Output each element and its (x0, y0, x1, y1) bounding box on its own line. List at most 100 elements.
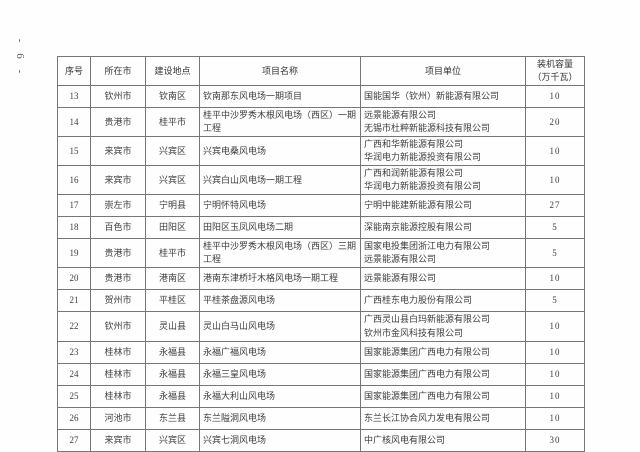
table-row: 26 河池市 东兰县 东兰隘洞风电场 东兰长江协合风力发电有限公司 10 (57, 406, 585, 430)
seq-cell: 25 (57, 384, 91, 408)
capacity-cell: 27 (525, 194, 585, 218)
table-row: 27 来宾市 兴宾区 兴宾七洞风电场 中广核风电有限公司 30 (57, 428, 585, 452)
table-row: 17 崇左市 宁明县 宁明怀特风电场 宁明中能建新能源有限公司 27 (57, 194, 585, 218)
capacity-cell: 30 (525, 428, 585, 452)
seq-cell: 14 (57, 107, 91, 138)
seq-cell: 20 (57, 267, 91, 291)
capacity-cell: 10 (525, 406, 585, 430)
capacity-cell: 10 (525, 340, 585, 364)
unit-cell: 东兰长江协合风力发电有限公司 (360, 406, 526, 430)
seq-cell: 16 (57, 165, 91, 196)
project-cell: 田阳区玉凤风电场二期 (199, 216, 361, 240)
capacity-cell: 5 (525, 289, 585, 313)
city-cell: 贵港市 (90, 267, 146, 291)
project-cell: 永福广福风电场 (199, 340, 361, 364)
capacity-cell: 10 (525, 165, 585, 196)
unit-cell: 远景能源有限公司 无锡市杜粹新能源科技有限公司 (360, 107, 526, 138)
project-cell: 东兰隘洞风电场 (199, 406, 361, 430)
location-cell: 兴宾区 (145, 165, 200, 196)
header-project-unit: 项目单位 (360, 55, 526, 87)
unit-cell: 广西和华新能源有限公司 华润电力新能源投资有限公司 (360, 136, 526, 167)
project-cell: 兴宾电桑风电场 (199, 136, 361, 167)
table-header: 序号 所在市 建设地点 项目名称 项目单位 装机容量 （万千瓦） (57, 55, 585, 87)
seq-cell: 22 (57, 311, 91, 342)
capacity-cell: 5 (525, 216, 585, 240)
location-cell: 平桂区 (145, 289, 200, 313)
header-location: 建设地点 (145, 55, 200, 87)
page-number: - 6 - (14, 38, 26, 78)
seq-cell: 26 (57, 406, 91, 430)
table-row: 25 桂林市 永福县 永福大利山风电场 国家能源集团广西电力有限公司 10 (57, 384, 585, 408)
location-cell: 田阳区 (145, 216, 200, 240)
seq-cell: 17 (57, 194, 91, 218)
table-row: 21 贺州市 平桂区 平桂茶盘源风电场 广西桂东电力股份有限公司 5 (57, 289, 585, 313)
unit-cell: 深能南京能源控股有限公司 (360, 216, 526, 240)
capacity-cell: 5 (525, 238, 585, 269)
city-cell: 百色市 (90, 216, 146, 240)
location-cell: 港南区 (145, 267, 200, 291)
unit-cell: 广西桂东电力股份有限公司 (360, 289, 526, 313)
capacity-cell: 10 (525, 311, 585, 342)
capacity-cell: 10 (525, 267, 585, 291)
table-row: 14 贵港市 桂平市 桂平中沙罗秀木根风电场（西区）一期工程 远景能源有限公司 … (57, 107, 585, 138)
project-cell: 宁明怀特风电场 (199, 194, 361, 218)
unit-cell: 广西和润新能源有限公司 华润电力新能源投资有限公司 (360, 165, 526, 196)
table-row: 20 贵港市 港南区 港南东津桥圩木格风电场一期工程 远景能源有限公司 10 (57, 267, 585, 291)
unit-cell: 广西灵山县白玛新能源有限公司 钦州市金风科技有限公司 (360, 311, 526, 342)
table-row: 24 桂林市 永福县 永福三皇风电场 国家能源集团广西电力有限公司 10 (57, 362, 585, 386)
wind-projects-table: 序号 所在市 建设地点 项目名称 项目单位 装机容量 （万千瓦） 13 钦州市 … (57, 55, 585, 452)
project-cell: 永福大利山风电场 (199, 384, 361, 408)
city-cell: 来宾市 (90, 165, 146, 196)
city-cell: 来宾市 (90, 136, 146, 167)
project-cell: 平桂茶盘源风电场 (199, 289, 361, 313)
location-cell: 兴宾区 (145, 136, 200, 167)
unit-cell: 国家能源集团广西电力有限公司 (360, 340, 526, 364)
capacity-cell: 10 (525, 136, 585, 167)
table-row: 18 百色市 田阳区 田阳区玉凤风电场二期 深能南京能源控股有限公司 5 (57, 216, 585, 240)
seq-cell: 21 (57, 289, 91, 313)
seq-cell: 19 (57, 238, 91, 269)
capacity-cell: 10 (525, 384, 585, 408)
table-row: 22 钦州市 灵山县 灵山白马山风电场 广西灵山县白玛新能源有限公司 钦州市金风… (57, 311, 585, 342)
unit-cell: 国家电投集团浙江电力有限公司 远景能源有限公司 (360, 238, 526, 269)
city-cell: 桂林市 (90, 384, 146, 408)
seq-cell: 24 (57, 362, 91, 386)
city-cell: 崇左市 (90, 194, 146, 218)
seq-cell: 18 (57, 216, 91, 240)
seq-cell: 27 (57, 428, 91, 452)
project-cell: 永福三皇风电场 (199, 362, 361, 386)
capacity-cell: 10 (525, 362, 585, 386)
header-city: 所在市 (90, 55, 146, 87)
location-cell: 东兰县 (145, 406, 200, 430)
city-cell: 贺州市 (90, 289, 146, 313)
project-cell: 兴宾七洞风电场 (199, 428, 361, 452)
location-cell: 桂平市 (145, 107, 200, 138)
location-cell: 桂平市 (145, 238, 200, 269)
seq-cell: 15 (57, 136, 91, 167)
capacity-cell: 10 (525, 85, 585, 109)
city-cell: 贵港市 (90, 107, 146, 138)
project-cell: 钦南那东风电场一期项目 (199, 85, 361, 109)
table-body: 13 钦州市 钦南区 钦南那东风电场一期项目 国能国华（钦州）新能源有限公司 1… (57, 85, 585, 452)
header-capacity: 装机容量 （万千瓦） (525, 55, 585, 87)
table-row: 19 贵港市 桂平市 桂平中沙罗秀木根风电场（西区）三期工程 国家电投集团浙江电… (57, 238, 585, 269)
table-row: 13 钦州市 钦南区 钦南那东风电场一期项目 国能国华（钦州）新能源有限公司 1… (57, 85, 585, 109)
project-cell: 灵山白马山风电场 (199, 311, 361, 342)
table-row: 23 桂林市 永福县 永福广福风电场 国家能源集团广西电力有限公司 10 (57, 340, 585, 364)
unit-cell: 中广核风电有限公司 (360, 428, 526, 452)
header-project-name: 项目名称 (199, 55, 361, 87)
city-cell: 河池市 (90, 406, 146, 430)
city-cell: 桂林市 (90, 340, 146, 364)
header-row: 序号 所在市 建设地点 项目名称 项目单位 装机容量 （万千瓦） (57, 55, 585, 87)
location-cell: 钦南区 (145, 85, 200, 109)
project-cell: 桂平中沙罗秀木根风电场（西区）一期工程 (199, 107, 361, 138)
location-cell: 兴宾区 (145, 428, 200, 452)
header-seq: 序号 (57, 55, 91, 87)
location-cell: 灵山县 (145, 311, 200, 342)
location-cell: 永福县 (145, 384, 200, 408)
location-cell: 宁明县 (145, 194, 200, 218)
city-cell: 贵港市 (90, 238, 146, 269)
unit-cell: 国能国华（钦州）新能源有限公司 (360, 85, 526, 109)
seq-cell: 13 (57, 85, 91, 109)
